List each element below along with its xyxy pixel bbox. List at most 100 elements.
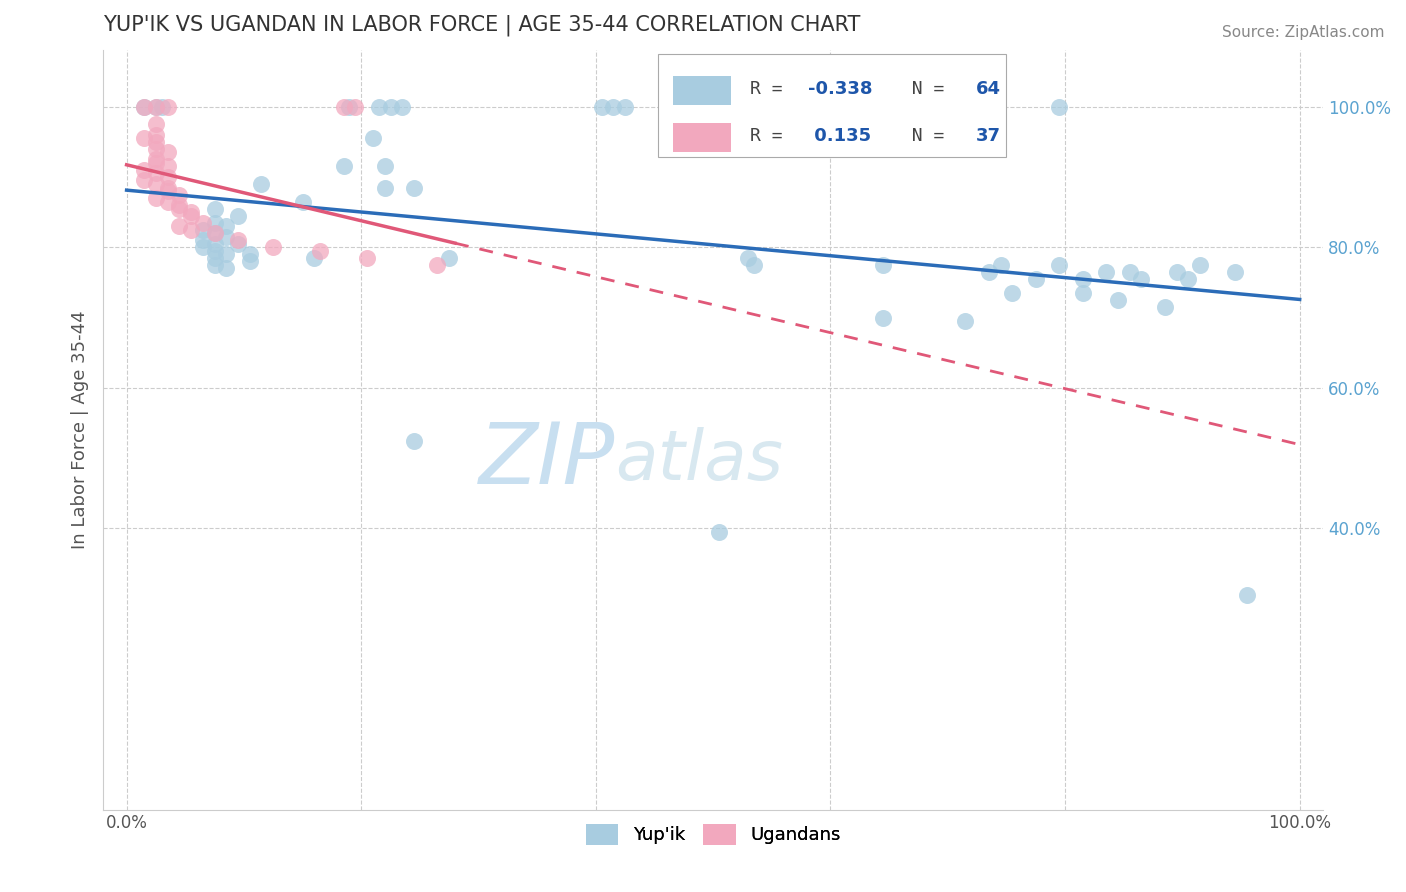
- Point: [180, 205, 202, 219]
- Text: N =: N =: [890, 80, 955, 98]
- Point: [156, 194, 179, 209]
- Point: [356, 251, 378, 265]
- Point: [344, 100, 367, 114]
- Point: [169, 187, 191, 202]
- Point: [955, 314, 977, 328]
- Point: [204, 251, 226, 265]
- Point: [145, 135, 167, 149]
- Point: [602, 100, 624, 114]
- Point: [250, 177, 273, 191]
- Point: [380, 100, 402, 114]
- Point: [872, 258, 894, 272]
- Point: [145, 156, 167, 170]
- Point: [145, 191, 167, 205]
- Y-axis label: In Labor Force | Age 35-44: In Labor Force | Age 35-44: [72, 310, 89, 549]
- Point: [156, 180, 179, 194]
- Point: [707, 524, 730, 539]
- Text: -0.338: -0.338: [808, 80, 873, 98]
- Point: [1118, 265, 1140, 279]
- Text: Source: ZipAtlas.com: Source: ZipAtlas.com: [1222, 25, 1385, 40]
- Point: [204, 226, 226, 240]
- Point: [226, 209, 249, 223]
- Point: [145, 142, 167, 156]
- Point: [339, 100, 361, 114]
- Point: [134, 100, 156, 114]
- Point: [1047, 258, 1070, 272]
- Point: [169, 219, 191, 234]
- Point: [156, 100, 179, 114]
- Point: [990, 258, 1012, 272]
- Point: [1130, 272, 1153, 286]
- Point: [204, 226, 226, 240]
- Point: [239, 247, 262, 261]
- Point: [204, 236, 226, 251]
- Point: [204, 202, 226, 216]
- Point: [134, 163, 156, 178]
- Point: [134, 173, 156, 187]
- Point: [180, 222, 202, 236]
- Point: [291, 194, 314, 209]
- Point: [1071, 285, 1094, 300]
- Point: [332, 160, 354, 174]
- Point: [156, 169, 179, 184]
- Text: 37: 37: [976, 128, 1001, 145]
- Point: [262, 240, 284, 254]
- Point: [1107, 293, 1129, 307]
- Point: [226, 236, 249, 251]
- Text: 0.135: 0.135: [808, 128, 872, 145]
- Text: R =: R =: [749, 128, 793, 145]
- Text: R =: R =: [749, 80, 793, 98]
- Point: [304, 251, 326, 265]
- Point: [426, 258, 449, 272]
- Point: [156, 160, 179, 174]
- Point: [790, 100, 813, 114]
- Point: [145, 128, 167, 142]
- Point: [215, 229, 238, 244]
- Text: YUP'IK VS UGANDAN IN LABOR FORCE | AGE 35-44 CORRELATION CHART: YUP'IK VS UGANDAN IN LABOR FORCE | AGE 3…: [103, 15, 860, 37]
- Text: atlas: atlas: [616, 427, 783, 494]
- Point: [1071, 272, 1094, 286]
- Point: [145, 153, 167, 167]
- Point: [1236, 588, 1258, 602]
- Point: [145, 100, 167, 114]
- Point: [1025, 272, 1047, 286]
- Point: [1095, 265, 1118, 279]
- Point: [145, 166, 167, 180]
- Point: [191, 216, 214, 230]
- Point: [145, 177, 167, 191]
- Text: ZIP: ZIP: [479, 419, 616, 502]
- Point: [156, 184, 179, 198]
- Point: [374, 180, 396, 194]
- Point: [977, 265, 1000, 279]
- Point: [169, 202, 191, 216]
- Point: [215, 219, 238, 234]
- Point: [215, 247, 238, 261]
- Point: [367, 100, 389, 114]
- Point: [169, 198, 191, 212]
- FancyBboxPatch shape: [658, 54, 1005, 157]
- Point: [1188, 258, 1211, 272]
- Point: [156, 145, 179, 160]
- Point: [614, 100, 637, 114]
- Point: [1177, 272, 1199, 286]
- Point: [204, 244, 226, 258]
- Point: [872, 310, 894, 325]
- Point: [145, 100, 167, 114]
- Point: [332, 100, 354, 114]
- Point: [391, 100, 413, 114]
- Point: [134, 131, 156, 145]
- Point: [191, 240, 214, 254]
- Point: [239, 254, 262, 268]
- Point: [145, 117, 167, 131]
- Point: [134, 100, 156, 114]
- Point: [1047, 100, 1070, 114]
- Point: [402, 180, 425, 194]
- Point: [309, 244, 332, 258]
- Point: [1001, 285, 1024, 300]
- FancyBboxPatch shape: [673, 123, 731, 153]
- Point: [374, 160, 396, 174]
- Text: 64: 64: [976, 80, 1001, 98]
- Point: [226, 233, 249, 247]
- Point: [737, 251, 759, 265]
- Point: [150, 100, 173, 114]
